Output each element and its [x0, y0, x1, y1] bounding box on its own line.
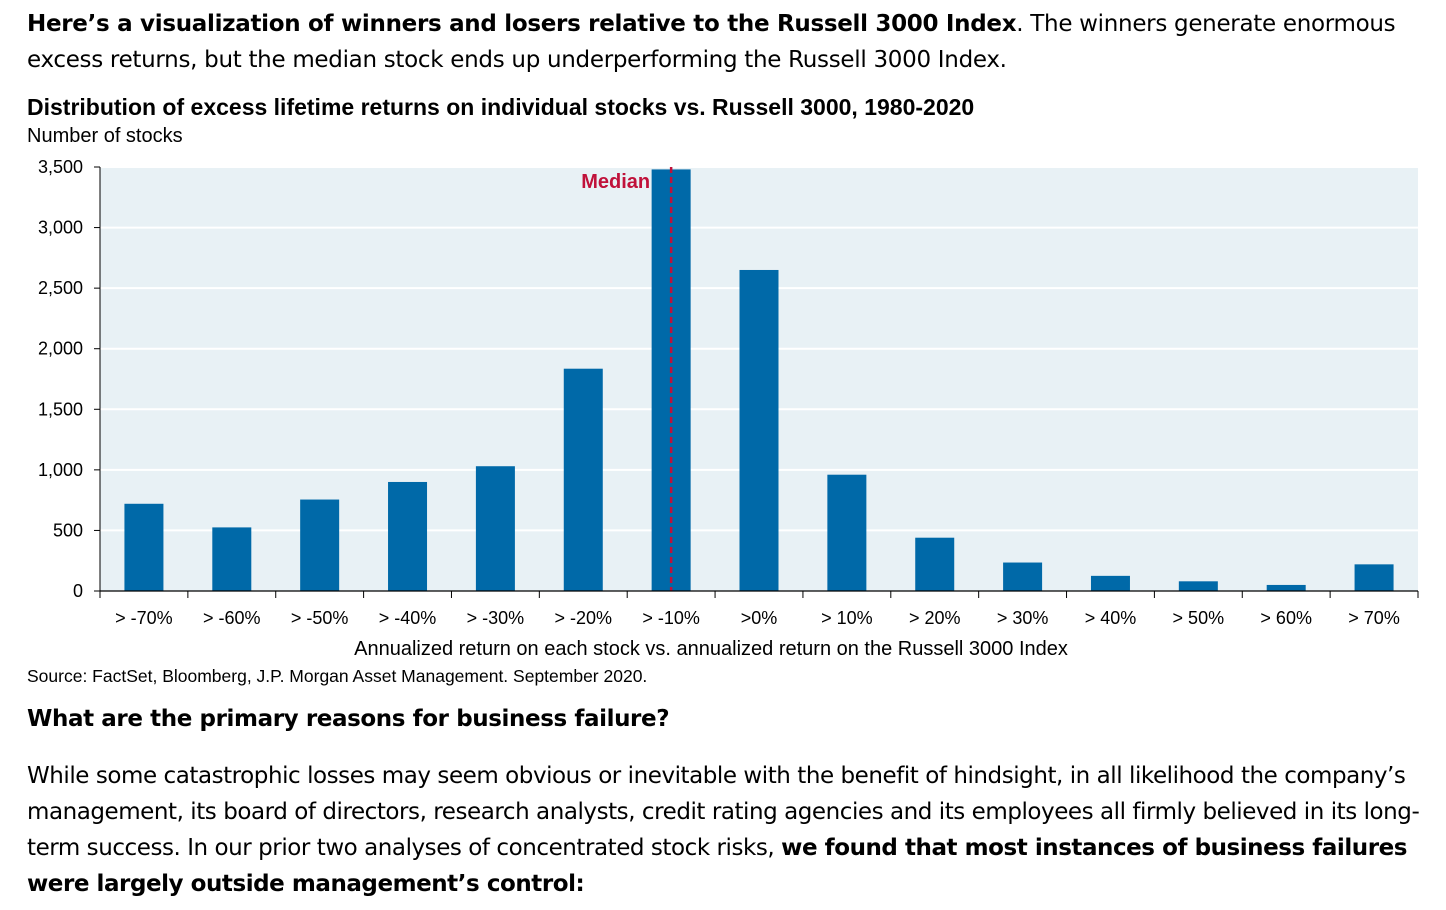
bar: [388, 481, 428, 591]
body-bold-text: we found that most instances of business…: [27, 835, 1407, 897]
intro-paragraph: Here’s a visualization of winners and lo…: [27, 6, 1427, 78]
x-tick-label: > -10%: [642, 608, 700, 628]
bar: [1090, 575, 1130, 591]
x-tick-label: >0%: [741, 608, 778, 628]
y-tick-label: 500: [53, 520, 83, 540]
intro-rest-text: . The winners generate enormous excess r…: [27, 11, 1396, 73]
y-tick-label: 2,500: [38, 278, 83, 298]
bar: [1266, 584, 1306, 591]
median-marker: Median: [581, 167, 673, 591]
y-tick-label: 3,500: [38, 157, 83, 177]
x-tick-label: > 70%: [1348, 608, 1400, 628]
chart-title: Distribution of excess lifetime returns …: [27, 94, 975, 120]
body-plain-text: While some catastrophic losses may seem …: [27, 763, 1420, 861]
bar: [739, 269, 779, 591]
y-tick-label: 2,000: [38, 339, 83, 359]
x-tick-label: > 40%: [1085, 608, 1137, 628]
x-tick-label: > -60%: [203, 608, 261, 628]
x-axis-ticks: > -70% > -60% > -50% > -40% > -30% > -20% > -1…: [99, 591, 1419, 628]
y-tick-label: 0: [73, 581, 83, 601]
x-tick-label: > -20%: [554, 608, 612, 628]
axes: [99, 167, 1418, 592]
x-axis-label: Annualized return on each stock vs. annu…: [354, 638, 1068, 660]
bar: [1003, 562, 1043, 591]
x-tick-label: > 50%: [1173, 608, 1225, 628]
bar: [1354, 564, 1394, 591]
bar: [827, 474, 867, 591]
intro-bold-text: Here’s a visualization of winners and lo…: [27, 11, 1017, 37]
bar: [1178, 581, 1218, 591]
x-tick-label: > -40%: [379, 608, 437, 628]
median-label: Median: [581, 171, 650, 193]
y-tick-label: 1,500: [38, 399, 83, 419]
source-note: Source: FactSet, Bloomberg, J.P. Morgan …: [27, 666, 648, 686]
x-tick-label: > -70%: [115, 608, 173, 628]
bar-chart: 0 500 1,000 1,500 2,000 2,500 3,000 3,500 Media…: [38, 157, 1419, 660]
y-axis-caption: Number of stocks: [27, 125, 183, 147]
bar: [475, 466, 515, 591]
x-tick-label: > 60%: [1260, 608, 1312, 628]
bar: [300, 499, 340, 591]
x-tick-label: > 10%: [821, 608, 873, 628]
x-tick-label: > -50%: [291, 608, 349, 628]
x-tick-label: > -30%: [467, 608, 525, 628]
bars: [124, 169, 1394, 591]
bar: [915, 537, 955, 591]
y-tick-label: 3,000: [38, 218, 83, 238]
bar: [124, 503, 164, 591]
y-tick-label: 1,000: [38, 460, 83, 480]
bar: [212, 527, 252, 591]
y-axis-ticks: 0 500 1,000 1,500 2,000 2,500 3,000 3,500: [38, 157, 100, 601]
section-heading: What are the primary reasons for busines…: [27, 706, 670, 732]
x-tick-label: > 30%: [997, 608, 1049, 628]
bar: [563, 368, 603, 591]
x-tick-label: > 20%: [909, 608, 961, 628]
body-paragraph: While some catastrophic losses may seem …: [27, 758, 1427, 902]
